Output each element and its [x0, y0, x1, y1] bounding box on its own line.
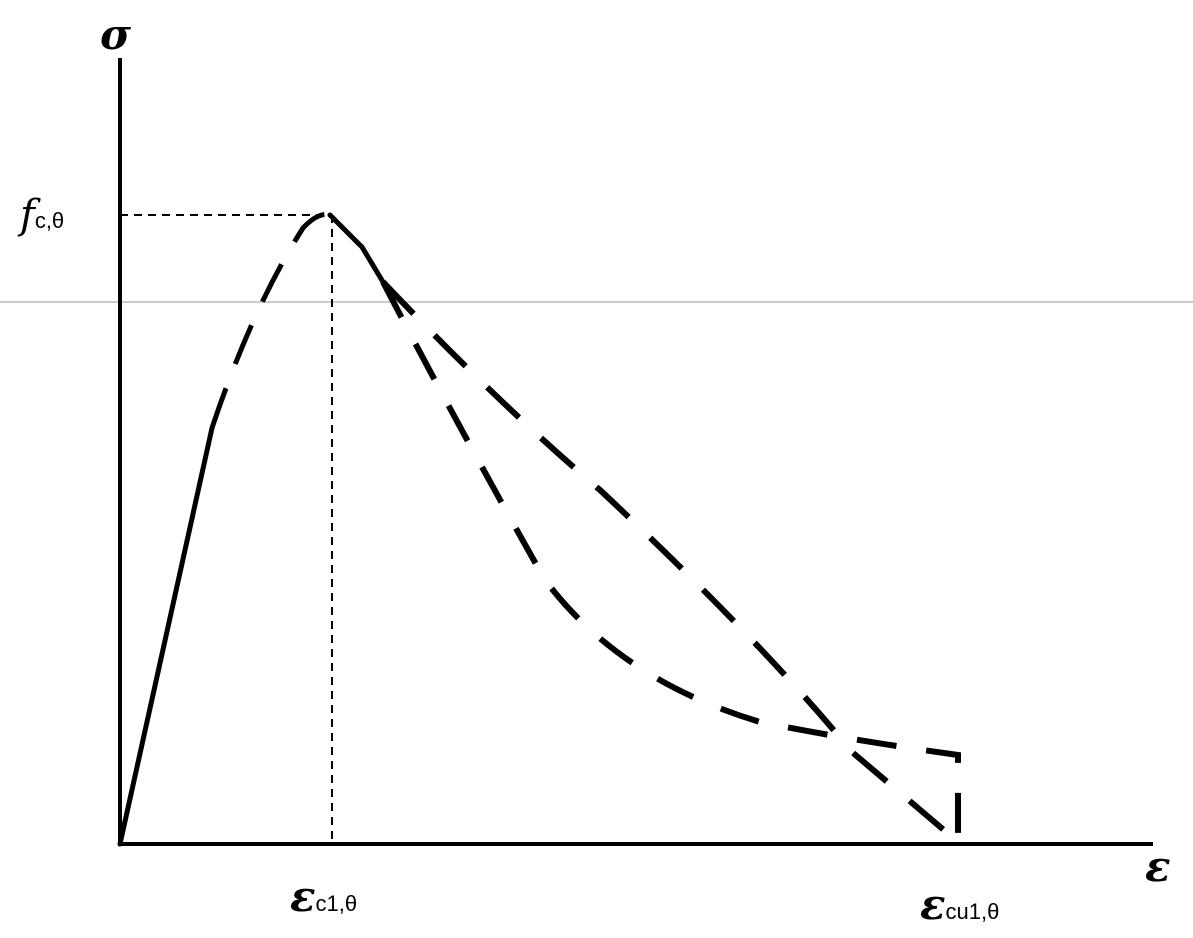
peak-stress-symbol: f — [20, 192, 35, 238]
peak-strain-subscript: c1,θ — [315, 891, 358, 916]
ascending-curved-branch — [209, 212, 334, 429]
stress-axis-label: σ — [100, 10, 131, 59]
peak-stress-subscript: c,θ — [34, 208, 65, 233]
peak-stress-label: fc,θ — [20, 192, 64, 238]
post-peak-solid-segment — [327, 212, 386, 285]
ultimate-strain-subscript: cu1,θ — [945, 899, 1000, 924]
ultimate-strain-symbol: ε — [920, 880, 946, 929]
descending-linear-branch — [380, 279, 960, 845]
descending-nonlinear-branch — [380, 280, 961, 842]
ultimate-strain-label: εcu1,θ — [920, 880, 999, 929]
ascending-linear-branch — [117, 425, 215, 847]
peak-strain-symbol: ε — [290, 872, 316, 921]
peak-strain-label: εc1,θ — [290, 872, 357, 921]
strain-axis-label: ε — [1145, 842, 1171, 891]
